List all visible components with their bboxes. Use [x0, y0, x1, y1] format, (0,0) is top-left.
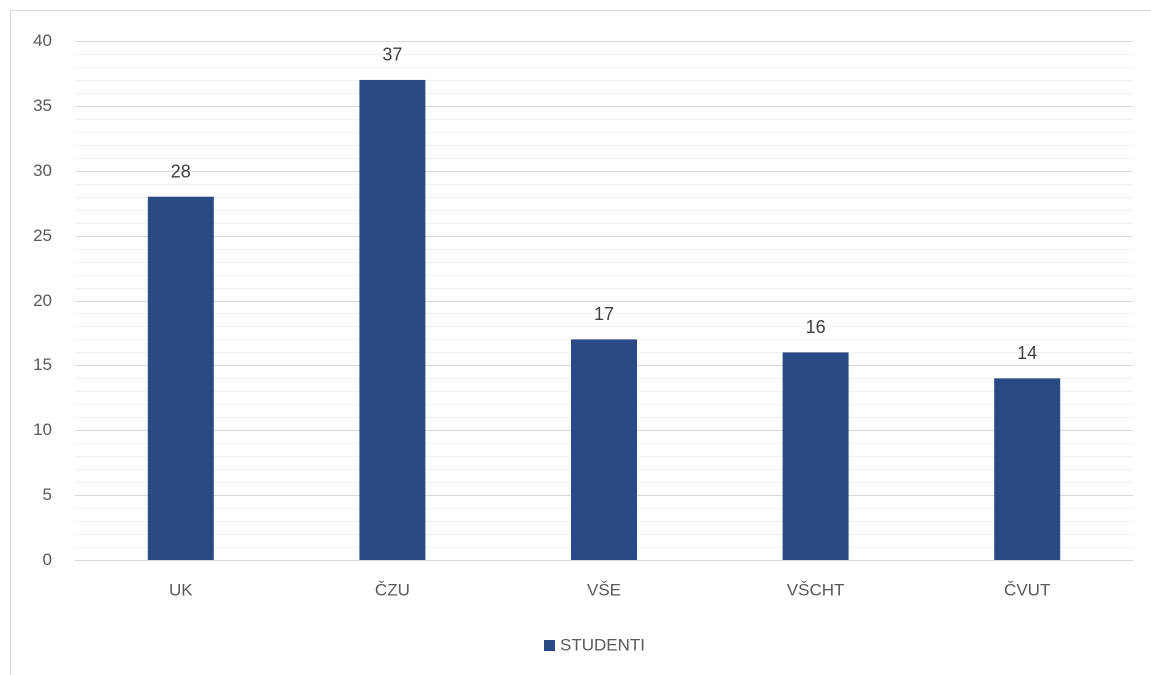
- bar: [359, 79, 426, 561]
- data-label: 37: [382, 45, 402, 65]
- bar: [571, 339, 637, 560]
- legend-swatch: [544, 640, 555, 651]
- y-tick-label: 5: [43, 485, 52, 504]
- bar: [782, 352, 849, 560]
- y-tick-label: 25: [33, 226, 52, 245]
- y-tick-label: 0: [43, 550, 52, 569]
- y-tick-label: 35: [33, 96, 52, 115]
- legend-label: STUDENTI: [560, 635, 645, 654]
- y-tick-label: 10: [33, 420, 52, 439]
- data-label: 16: [806, 317, 826, 337]
- y-tick-label: 20: [33, 291, 52, 310]
- y-tick-label: 15: [33, 355, 52, 374]
- x-tick-label: VŠCHT: [787, 580, 845, 599]
- data-label: 17: [594, 304, 614, 324]
- x-tick-label: ČVUT: [1004, 580, 1050, 599]
- data-label: 14: [1017, 343, 1037, 363]
- bar: [147, 196, 214, 560]
- x-tick-label: VŠE: [587, 580, 621, 599]
- data-label: 28: [171, 161, 191, 181]
- x-tick-label: ČZU: [375, 580, 410, 599]
- y-tick-label: 40: [33, 31, 52, 50]
- bar: [994, 378, 1061, 560]
- x-tick-label: UK: [169, 580, 193, 599]
- y-tick-label: 30: [33, 161, 52, 180]
